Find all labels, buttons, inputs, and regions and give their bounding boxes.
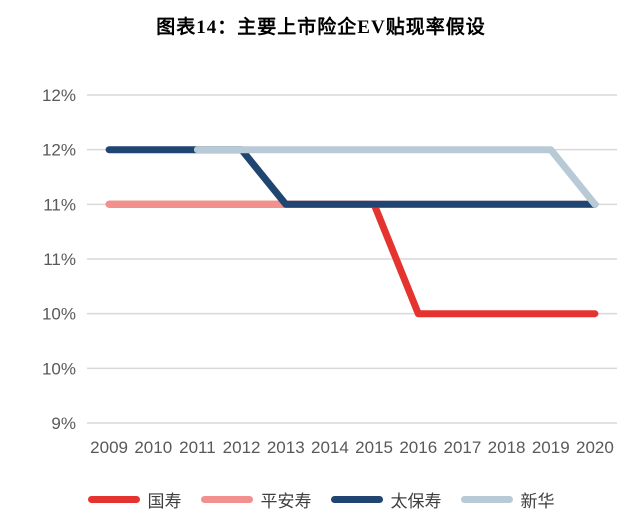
y-tick-label: 12% bbox=[42, 86, 76, 105]
legend-swatch-guoshou bbox=[87, 495, 140, 503]
legend-swatch-cpic-life bbox=[330, 495, 383, 503]
y-tick-label: 10% bbox=[42, 359, 76, 378]
x-tick-label: 2016 bbox=[399, 438, 437, 457]
y-tick-label: 9% bbox=[51, 414, 76, 433]
y-tick-label: 12% bbox=[42, 141, 76, 160]
figure-title: 图表14：主要上市险企EV贴现率假设 bbox=[156, 17, 486, 38]
x-tick-label: 2014 bbox=[311, 438, 349, 457]
legend-label-guoshou: 国寿 bbox=[147, 491, 182, 511]
legend-item-pingan-life: 平安寿 bbox=[200, 487, 312, 512]
y-tick-label: 10% bbox=[42, 305, 76, 324]
series-line-cpic-life bbox=[105, 146, 599, 208]
x-tick-label: 2019 bbox=[532, 438, 570, 457]
chart-legend: 国寿 平安寿 太保寿 新华 bbox=[0, 486, 642, 512]
x-tick-label: 2015 bbox=[355, 438, 393, 457]
x-tick-label: 2013 bbox=[267, 438, 305, 457]
legend-item-nci: 新华 bbox=[460, 487, 555, 512]
legend-swatch-nci bbox=[460, 495, 513, 503]
legend-item-cpic-life: 太保寿 bbox=[330, 487, 442, 512]
legend-swatch-pingan-life bbox=[200, 495, 253, 503]
x-tick-label: 2010 bbox=[134, 438, 172, 457]
x-tick-label: 2012 bbox=[223, 438, 261, 457]
legend-label-cpic-life: 太保寿 bbox=[390, 491, 442, 511]
legend-item-guoshou: 国寿 bbox=[87, 487, 182, 512]
legend-label-pingan-life: 平安寿 bbox=[260, 491, 312, 511]
x-tick-label: 2009 bbox=[90, 438, 128, 457]
x-tick-label: 2011 bbox=[179, 438, 216, 457]
y-tick-label: 11% bbox=[43, 250, 76, 269]
x-tick-label: 2020 bbox=[576, 438, 614, 457]
y-tick-label: 11% bbox=[43, 195, 76, 214]
x-tick-label: 2017 bbox=[444, 438, 482, 457]
x-tick-label: 2018 bbox=[488, 438, 526, 457]
legend-label-nci: 新华 bbox=[520, 491, 555, 511]
series-line-nci bbox=[193, 146, 599, 208]
